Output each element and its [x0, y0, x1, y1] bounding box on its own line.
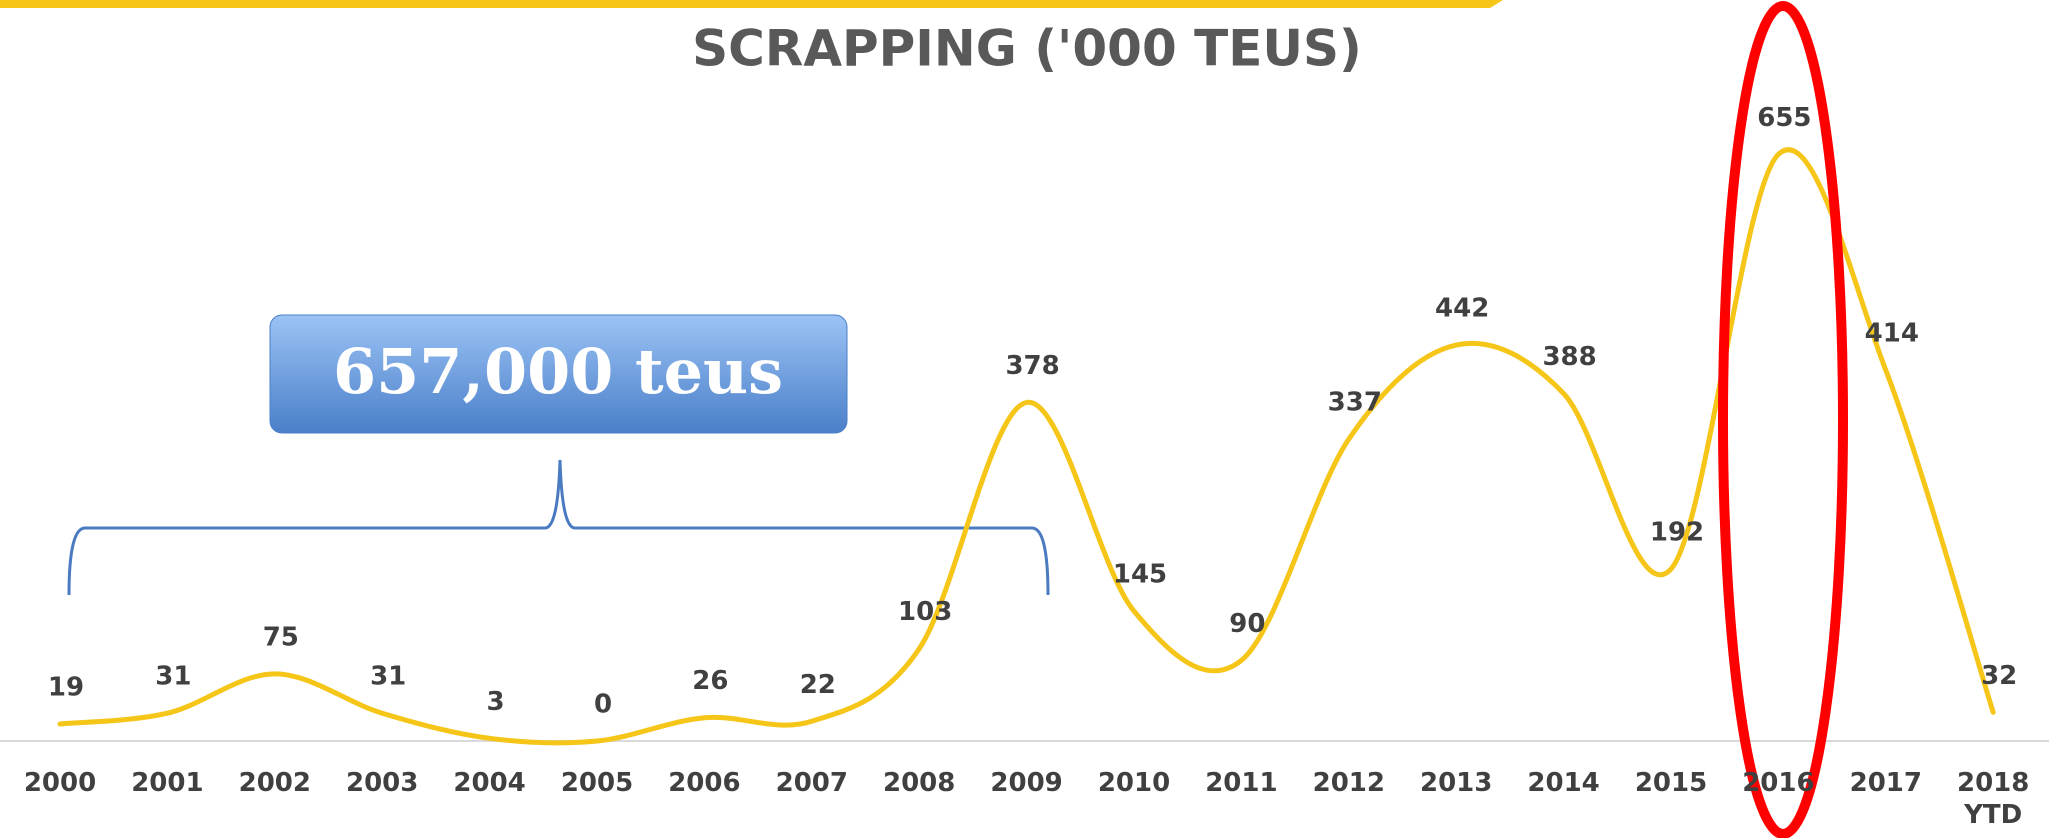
top-bar — [0, 0, 1503, 8]
x-tick-label: 2006 — [668, 768, 741, 798]
x-tick-label: 2016 — [1742, 768, 1815, 798]
highlight-ellipse — [1718, 1, 1848, 838]
data-label: 26 — [692, 666, 728, 696]
data-label: 442 — [1435, 294, 1489, 324]
data-label: 75 — [263, 622, 299, 652]
data-label: 19 — [48, 672, 84, 702]
x-tick-label: 2004 — [453, 768, 526, 798]
x-tick-label: 2013 — [1420, 768, 1493, 798]
data-label: 655 — [1757, 103, 1811, 133]
x-tick-label: 2003 — [346, 768, 419, 798]
data-label: 3 — [487, 687, 505, 717]
data-label: 378 — [1005, 351, 1059, 381]
x-tick-label: 2005 — [560, 768, 634, 798]
data-label: 31 — [370, 662, 406, 692]
x-tick-label: 2014 — [1527, 768, 1600, 798]
brace — [67, 459, 1050, 596]
line — [57, 147, 1996, 746]
x-tick-label: 2011 — [1205, 768, 1278, 798]
x-tick-label: 2007 — [775, 768, 848, 798]
data-label: 414 — [1865, 319, 1919, 349]
x-tick-label: 2000 — [23, 768, 97, 798]
x-tick-label: 2009 — [990, 768, 1063, 798]
data-label: 103 — [898, 597, 952, 627]
data-label: 192 — [1650, 518, 1704, 548]
data-label: 31 — [155, 662, 191, 692]
x-tick-label: 2018 YTD — [1957, 768, 2030, 830]
x-tick-label: 2017 — [1849, 768, 1922, 798]
data-label: 22 — [800, 670, 836, 700]
chart-title: SCRAPPING ('000 TEUS) — [692, 20, 1362, 78]
x-tick-label: 2001 — [131, 768, 204, 798]
data-label: 388 — [1542, 342, 1596, 372]
x-tick-label: 2008 — [883, 768, 956, 798]
x-tick-label: 2012 — [1312, 768, 1385, 798]
x-tick-label: 2015 — [1634, 768, 1708, 798]
data-label: 32 — [1981, 661, 2017, 691]
x-tick-label: 2010 — [1097, 768, 1171, 798]
data-label: 90 — [1229, 609, 1265, 639]
x-tick-label: 2002 — [238, 768, 311, 798]
data-label: 145 — [1113, 560, 1167, 590]
annotation: 657,000 teus — [333, 335, 783, 408]
data-label: 0 — [594, 690, 612, 720]
annotation-box — [269, 314, 848, 434]
data-label: 337 — [1328, 388, 1382, 418]
